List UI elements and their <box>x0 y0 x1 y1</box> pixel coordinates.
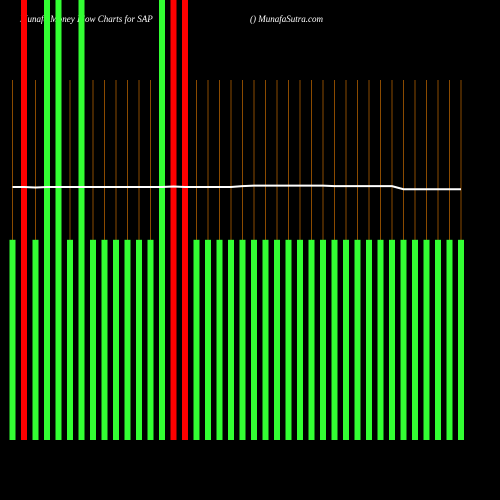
bar <box>136 239 142 440</box>
bar <box>90 239 96 440</box>
bar <box>423 239 430 440</box>
bar <box>446 239 453 440</box>
bar <box>216 239 223 440</box>
bar <box>9 239 16 440</box>
bar <box>320 239 326 440</box>
bar <box>78 0 85 440</box>
bar <box>366 239 372 440</box>
bar <box>170 0 177 440</box>
bar <box>182 0 188 440</box>
bar <box>113 239 119 440</box>
bar <box>55 0 62 440</box>
bar <box>124 239 131 440</box>
bar <box>251 239 257 440</box>
bar <box>32 239 39 440</box>
bar <box>239 239 246 440</box>
bar <box>354 239 361 440</box>
bar <box>458 239 464 440</box>
bar <box>308 239 315 440</box>
money-flow-line <box>12 184 461 191</box>
bar <box>412 239 418 440</box>
bar <box>389 239 395 440</box>
bar <box>205 239 211 440</box>
chart-subtitle: () MunafaSutra.com <box>250 14 323 24</box>
chart-title: Munafa Money Flow Charts for SAP <box>19 14 153 24</box>
bar <box>331 239 338 440</box>
bar <box>262 239 269 440</box>
bar <box>297 239 303 440</box>
bar <box>435 239 441 440</box>
bar <box>44 0 50 440</box>
bar <box>147 239 154 440</box>
bar <box>193 239 200 440</box>
bar <box>285 239 292 440</box>
bar <box>377 239 384 440</box>
bar <box>101 239 108 440</box>
bar <box>400 239 407 440</box>
bar <box>274 239 280 440</box>
bar <box>21 0 27 440</box>
bar <box>159 0 165 440</box>
bar <box>343 239 349 440</box>
bar <box>228 239 234 440</box>
bar <box>67 239 73 440</box>
